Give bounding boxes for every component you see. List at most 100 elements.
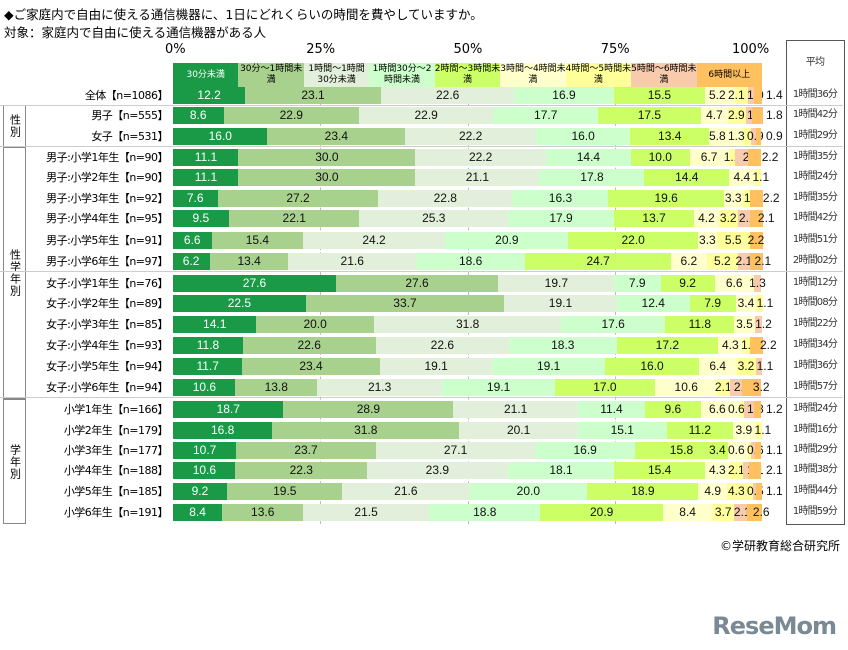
data-label: 13.7 xyxy=(642,211,666,225)
bar-segment xyxy=(663,504,713,521)
bar-segment xyxy=(704,462,731,479)
row-label: 小学3年生【n=177】 xyxy=(63,444,169,457)
data-label: 15.1 xyxy=(610,423,634,437)
data-label: 16.0 xyxy=(571,129,595,143)
group-label-gender: 性別 xyxy=(3,105,26,147)
bar-segment xyxy=(734,504,747,521)
data-label: 4.4 xyxy=(733,170,751,184)
bar-segment xyxy=(302,504,430,521)
data-label: 13.4 xyxy=(237,254,261,268)
data-label: 16.9 xyxy=(552,88,576,102)
data-label: 5.2 xyxy=(714,254,731,268)
row-separator xyxy=(0,397,843,398)
bar-segment xyxy=(235,462,367,479)
bar-segment xyxy=(749,190,763,207)
bar-segment xyxy=(717,379,730,396)
data-label: 30.0 xyxy=(315,170,339,184)
bar-segment xyxy=(748,149,762,166)
bar-segment xyxy=(173,379,236,396)
data-label: 10.0 xyxy=(648,150,672,164)
row-label: 男子:小学2年生【n=90】 xyxy=(46,171,168,184)
data-label: 6.4 xyxy=(709,359,726,373)
bar-segment xyxy=(697,232,718,249)
data-label: 14.4 xyxy=(675,170,699,184)
data-label: 8.4 xyxy=(189,505,206,519)
row-label: 女子:小学4年生【n=93】 xyxy=(46,339,168,352)
data-label: 11.8 xyxy=(196,338,220,352)
data-label: 28.9 xyxy=(356,402,381,416)
row-label: 小学5年生【n=185】 xyxy=(63,485,169,498)
bar-segment xyxy=(288,253,416,270)
bar-segment xyxy=(749,232,763,249)
data-label: 1.8 xyxy=(766,108,783,122)
bar-segment xyxy=(173,232,212,249)
data-label: 1.1 xyxy=(756,296,774,310)
data-label: 11.1 xyxy=(194,170,218,184)
bar-segment xyxy=(750,210,763,227)
data-label: 11.4 xyxy=(600,402,623,416)
bar-segment xyxy=(577,422,667,439)
average-value: 1時間57分 xyxy=(792,381,838,392)
bar-segment xyxy=(756,128,762,145)
bar-segment xyxy=(459,422,578,439)
data-label: 22.9 xyxy=(414,108,438,122)
row-label: 女子:小学6年生【n=94】 xyxy=(46,381,168,394)
data-label: 9.6 xyxy=(664,402,682,416)
bar-segment xyxy=(660,275,715,292)
bar-segment xyxy=(545,149,631,166)
legend-label: 5時間～6時間未満 xyxy=(631,64,697,85)
row-label: 小学2年生【n=179】 xyxy=(63,424,169,437)
row-label: 男子【n=555】 xyxy=(91,109,168,122)
bar-segment xyxy=(492,358,605,375)
bar-segment xyxy=(267,128,406,145)
bar-segment xyxy=(508,210,614,227)
data-label: 27.2 xyxy=(286,191,310,205)
bar-segment xyxy=(729,149,736,166)
data-label: 17.9 xyxy=(549,211,573,225)
data-label: 17.6 xyxy=(601,317,625,331)
x-tick-label: 25% xyxy=(306,42,336,57)
legend-item: 4時間～5時間未満 xyxy=(565,63,632,87)
bar-segment xyxy=(754,442,762,459)
legend-item: 6時間以上 xyxy=(696,63,762,87)
bar-segment xyxy=(173,462,236,479)
data-label: 5.8 xyxy=(709,129,726,143)
data-label: 22.1 xyxy=(282,211,306,225)
average-header: 平均 xyxy=(805,57,825,68)
data-label: 16.3 xyxy=(548,191,573,205)
data-label: 16.0 xyxy=(208,129,232,143)
data-label: 3.3 xyxy=(724,191,742,205)
data-label: 19.1 xyxy=(548,296,573,310)
average-value: 1時間36分 xyxy=(792,89,838,100)
data-label: 1.3 xyxy=(749,276,766,290)
bar-segment xyxy=(754,401,762,418)
row-label: 男子:小学5年生【n=91】 xyxy=(46,234,168,247)
bar-segment xyxy=(507,462,615,479)
bar-segment xyxy=(173,422,272,439)
bar-segment xyxy=(429,504,540,521)
legend-item: 3時間～4時間未満 xyxy=(500,63,566,87)
bar-segment xyxy=(228,210,360,227)
bar-segment xyxy=(664,316,735,333)
data-label: 2.1 xyxy=(714,380,732,394)
row-label: 女子:小学1年生【n=76】 xyxy=(46,277,168,290)
bar-segment xyxy=(727,483,753,500)
data-label: 17.5 xyxy=(637,108,662,122)
bar-segment xyxy=(736,295,757,312)
data-label: 10.7 xyxy=(193,443,217,457)
bar-segment xyxy=(747,442,752,459)
bar-segment xyxy=(743,190,750,207)
bar-segment xyxy=(630,149,690,166)
legend-label: 30分未満 xyxy=(186,69,225,80)
row-label: 小学4年生【n=188】 xyxy=(63,464,169,477)
bar-segment xyxy=(755,483,762,500)
data-label: 2.9 xyxy=(728,108,745,122)
bar-segment xyxy=(223,107,359,124)
data-label: 1.2 xyxy=(766,402,783,416)
data-label: 6.7 xyxy=(700,150,718,164)
average-value: 1時間35分 xyxy=(792,192,838,203)
average-value: 1時間35分 xyxy=(792,151,838,162)
data-label: 17.2 xyxy=(655,338,680,352)
data-label: 18.8 xyxy=(473,505,497,519)
